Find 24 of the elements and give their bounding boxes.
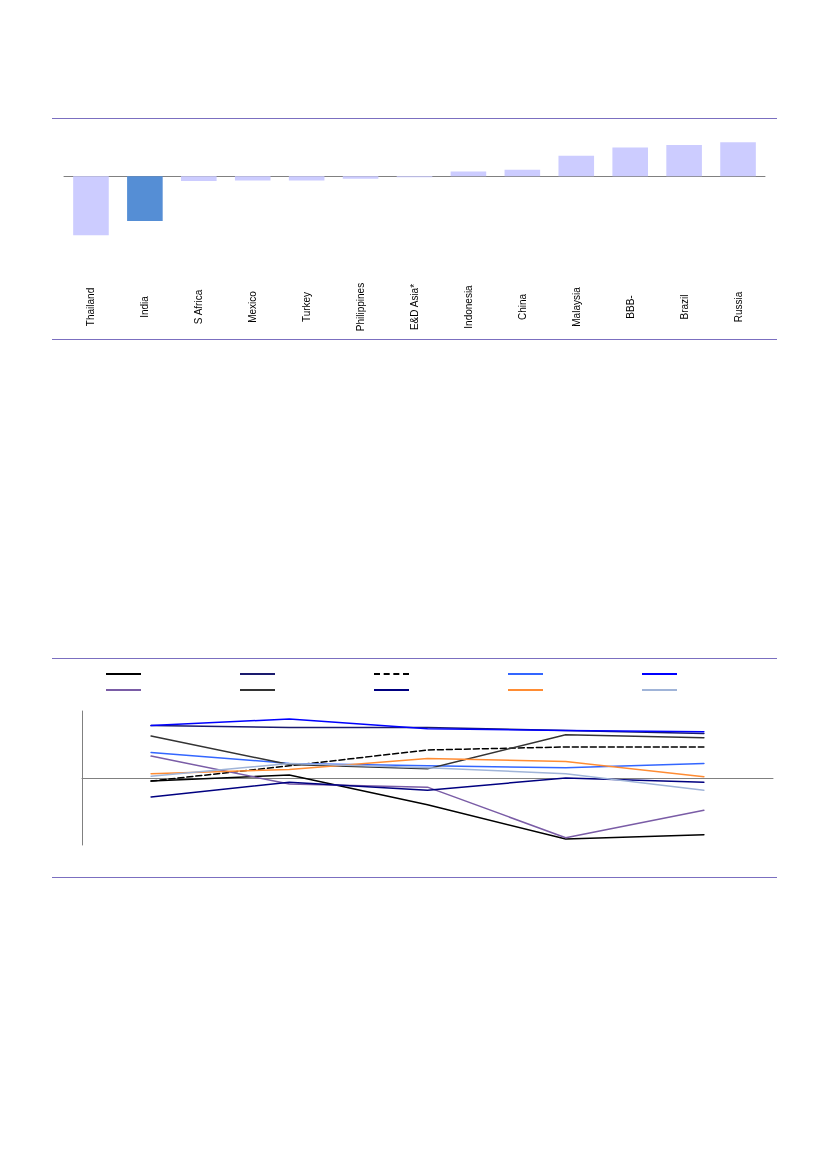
- bar: [73, 176, 109, 236]
- x-tick-label: Thailand: [85, 287, 97, 327]
- x-tick-label: Indonesia: [462, 284, 474, 329]
- x-tick-label: Malaysia: [570, 286, 582, 327]
- x-tick-label: China: [516, 293, 528, 321]
- bar: [558, 155, 595, 177]
- x-tick-label: BBB-: [624, 295, 636, 319]
- bar: [612, 147, 648, 177]
- bar: [288, 176, 325, 181]
- x-tick-label: Brazil: [678, 294, 690, 320]
- x-tick-label: Turkey: [301, 291, 313, 323]
- x-tick-label: Mexico: [247, 290, 259, 323]
- bar: [666, 145, 702, 177]
- bar: [181, 176, 217, 182]
- bar: [504, 169, 541, 177]
- bar: [342, 176, 379, 179]
- bar: [127, 176, 163, 222]
- x-tick-label: S Africa: [193, 289, 205, 325]
- x-tick-label: Philippines: [355, 282, 367, 332]
- x-tick-label: E&D Asia*: [409, 283, 420, 331]
- bar: [234, 176, 271, 181]
- x-tick-label: Russia: [732, 291, 744, 323]
- bar: [720, 142, 756, 177]
- x-tick-label: India: [139, 295, 151, 318]
